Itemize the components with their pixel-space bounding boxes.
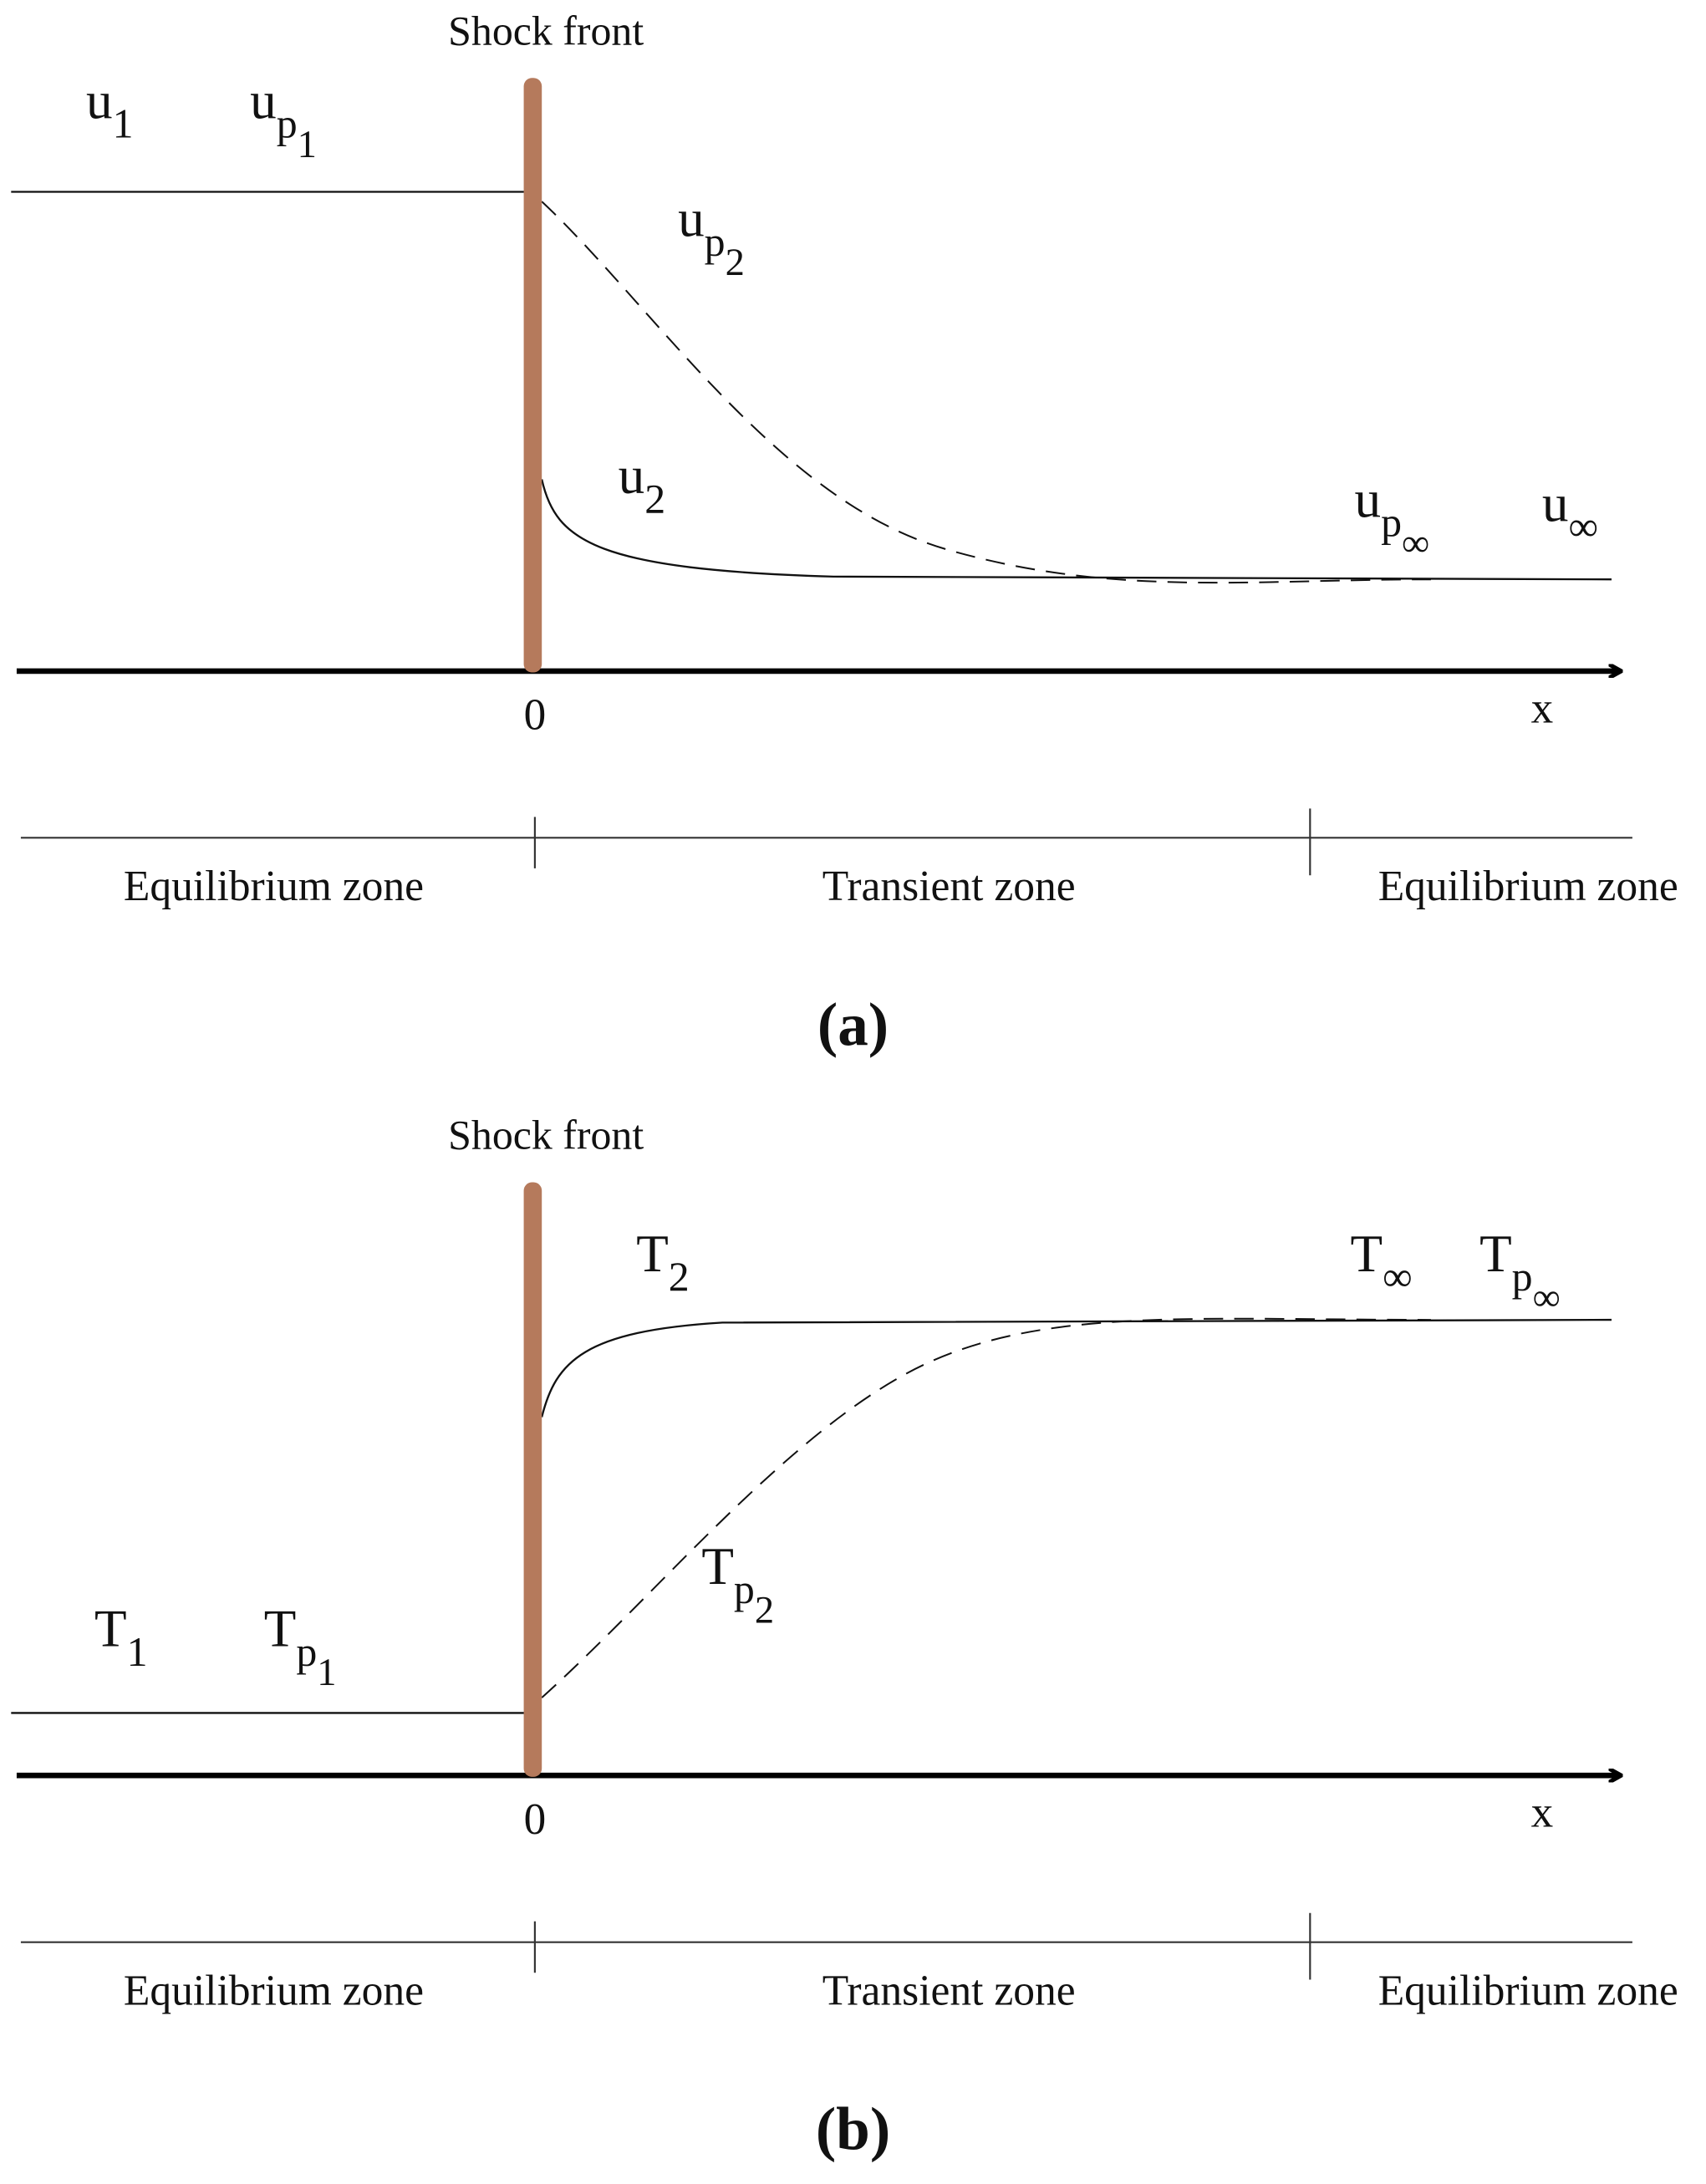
- label-subscript: ∞: [1568, 504, 1598, 550]
- axis-label: x: [1531, 683, 1554, 732]
- label-subscript: 2: [644, 476, 665, 522]
- zone-label: Transient zone: [822, 1967, 1076, 2014]
- gas-temperature-curve: [541, 1318, 1612, 1418]
- curve-label: Tp∞: [1479, 1224, 1561, 1320]
- gas-velocity-curve: [541, 479, 1612, 581]
- curve-label: T1: [94, 1600, 148, 1675]
- label-symbol: u: [678, 190, 705, 248]
- curve-label: up1: [250, 71, 317, 166]
- curve-label: T∞: [1351, 1224, 1413, 1300]
- label-subscript: p: [1381, 500, 1402, 546]
- label-symbol: u: [86, 71, 113, 130]
- origin-label: 0: [524, 1795, 547, 1844]
- label-symbol: u: [1542, 474, 1569, 532]
- zone-label: Equilibrium zone: [1378, 1967, 1678, 2014]
- panel-caption: (b): [816, 2095, 890, 2162]
- label-subscript: p: [277, 101, 298, 147]
- label-sub-subscript: 1: [298, 124, 317, 166]
- label-symbol: T: [94, 1600, 127, 1658]
- panel-a-shapes: [11, 78, 1632, 876]
- panel-caption: (a): [817, 990, 889, 1058]
- label-subscript: 1: [113, 101, 134, 147]
- label-sub-subscript: 1: [317, 1652, 336, 1694]
- shock-front: [523, 1182, 542, 1777]
- label-symbol: u: [619, 446, 645, 505]
- particle-temperature-curve: [541, 1317, 1431, 1698]
- shock-front-label: Shock front: [448, 1112, 644, 1158]
- label-subscript: p: [1512, 1254, 1533, 1300]
- label-sub-subscript: ∞: [1402, 522, 1429, 565]
- origin-label: 0: [524, 690, 547, 740]
- label-sub-subscript: ∞: [1533, 1276, 1561, 1319]
- axis-label: x: [1531, 1788, 1554, 1837]
- curve-label: Tp2: [701, 1537, 774, 1632]
- label-symbol: u: [1355, 470, 1382, 528]
- zone-label: Equilibrium zone: [124, 863, 424, 910]
- particle-velocity-curve: [541, 201, 1431, 584]
- label-sub-subscript: 2: [755, 1589, 774, 1632]
- label-symbol: T: [636, 1224, 669, 1283]
- panel-b-shapes: [11, 1182, 1632, 1980]
- curve-label: T2: [636, 1224, 690, 1300]
- label-subscript: p: [296, 1629, 317, 1675]
- shock-front: [523, 78, 542, 673]
- label-subscript: p: [705, 219, 726, 265]
- label-subscript: p: [734, 1566, 755, 1612]
- label-subscript: 2: [669, 1254, 690, 1300]
- label-symbol: T: [1351, 1224, 1383, 1283]
- label-subscript: ∞: [1383, 1254, 1413, 1300]
- shock-front-label: Shock front: [448, 8, 644, 53]
- curve-label: up∞: [1355, 470, 1430, 565]
- curve-label: Tp1: [264, 1600, 337, 1695]
- zone-label: Equilibrium zone: [124, 1967, 424, 2014]
- label-symbol: T: [701, 1537, 734, 1596]
- label-symbol: u: [250, 71, 277, 130]
- label-symbol: T: [264, 1600, 297, 1658]
- zone-label: Transient zone: [822, 863, 1076, 910]
- curve-label: up2: [678, 190, 745, 285]
- curve-label: u∞: [1542, 474, 1598, 549]
- zone-label: Equilibrium zone: [1378, 863, 1678, 910]
- label-sub-subscript: 2: [726, 242, 745, 284]
- curve-label: u1: [86, 71, 134, 146]
- label-symbol: T: [1479, 1224, 1512, 1283]
- label-subscript: 1: [127, 1629, 148, 1675]
- curve-label: u2: [619, 446, 666, 522]
